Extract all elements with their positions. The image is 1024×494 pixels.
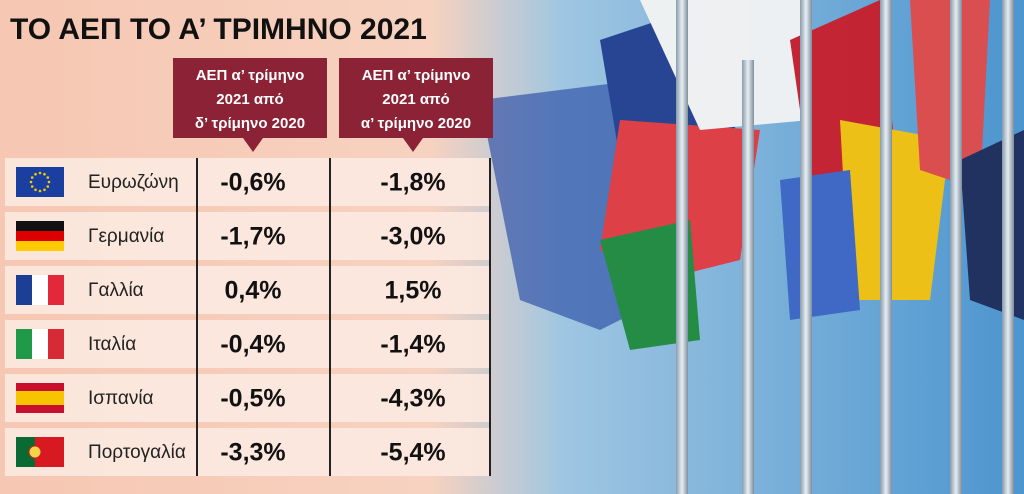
flag bbox=[16, 391, 64, 405]
flag bbox=[16, 231, 64, 241]
row-band bbox=[5, 212, 490, 260]
flag bbox=[48, 275, 64, 305]
flag bbox=[16, 241, 64, 251]
country-name: Ιταλία bbox=[88, 334, 136, 355]
header-text: ΑΕΠ α’ τρίμηνο bbox=[196, 67, 305, 84]
header-box bbox=[173, 58, 327, 152]
value: -0,4% bbox=[220, 331, 285, 359]
flag-emblem bbox=[28, 445, 42, 459]
country-name: Πορτογαλία bbox=[88, 442, 186, 463]
flag-star bbox=[29, 180, 33, 184]
value: -5,4% bbox=[380, 439, 445, 467]
flag bbox=[16, 437, 35, 467]
header-text: δ’ τρίμηνο 2020 bbox=[195, 115, 305, 132]
country-name: Γαλλία bbox=[88, 280, 144, 301]
flag-star bbox=[46, 185, 50, 188]
row-band bbox=[5, 320, 490, 368]
row-band bbox=[5, 158, 490, 206]
flag-star bbox=[47, 180, 51, 184]
flag-star bbox=[30, 176, 34, 179]
flag-star bbox=[43, 188, 46, 192]
header-text: α’ τρίμηνο 2020 bbox=[361, 115, 471, 132]
flag bbox=[16, 329, 32, 359]
flag-star bbox=[38, 171, 42, 175]
value: -0,5% bbox=[220, 385, 285, 413]
flag bbox=[16, 167, 64, 197]
header-text: 2021 από bbox=[382, 91, 449, 108]
flag bbox=[16, 221, 64, 231]
flags-photo bbox=[480, 0, 1024, 494]
value: -4,3% bbox=[380, 385, 445, 413]
title: ΤΟ ΑΕΠ ΤΟ Α’ ΤΡΙΜΗΝΟ 2021 bbox=[10, 13, 427, 46]
flag bbox=[16, 275, 32, 305]
value: -3,3% bbox=[220, 439, 285, 467]
flag-star bbox=[46, 176, 50, 179]
table: ΑΕΠ α’ τρίμηνο 2021 από δ’ τρίμηνο 2020 ΑΕΠ… bbox=[5, 58, 493, 476]
header-box bbox=[339, 58, 493, 152]
flag-star bbox=[30, 185, 34, 188]
value: 1,5% bbox=[385, 277, 442, 305]
row-band bbox=[5, 428, 490, 476]
value: -1,7% bbox=[220, 223, 285, 251]
row-band bbox=[5, 374, 490, 422]
flag-star bbox=[43, 172, 46, 176]
country-name: Γερμανία bbox=[88, 226, 164, 247]
flag bbox=[32, 275, 48, 305]
value: 0,4% bbox=[225, 277, 282, 305]
country-name: Ισπανία bbox=[88, 388, 154, 409]
header-text: 2021 από bbox=[216, 91, 283, 108]
value: -3,0% bbox=[380, 223, 445, 251]
flag-star bbox=[34, 188, 37, 192]
flag bbox=[32, 329, 48, 359]
header-text: ΑΕΠ α’ τρίμηνο bbox=[362, 67, 471, 84]
flag bbox=[48, 329, 64, 359]
value: -1,4% bbox=[380, 331, 445, 359]
flag-star bbox=[38, 189, 42, 193]
country-name: Ευρωζώνη bbox=[88, 172, 179, 193]
value: -1,8% bbox=[380, 169, 445, 197]
flag-star bbox=[34, 172, 37, 176]
value: -0,6% bbox=[220, 169, 285, 197]
row-band bbox=[5, 266, 490, 314]
